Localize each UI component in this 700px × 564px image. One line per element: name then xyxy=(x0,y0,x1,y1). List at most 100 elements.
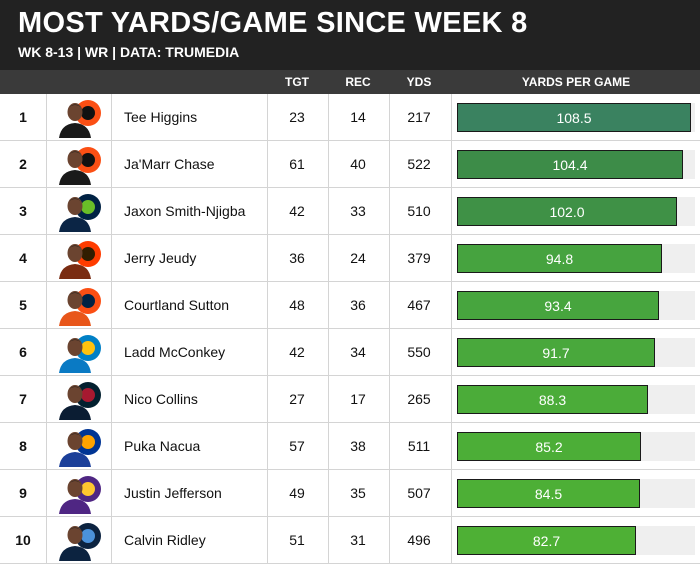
yards-value: 507 xyxy=(407,485,431,501)
column-divider xyxy=(328,94,329,141)
column-divider xyxy=(267,376,268,423)
receptions-value: 35 xyxy=(350,485,366,501)
column-divider xyxy=(451,329,452,376)
column-divider xyxy=(389,94,390,141)
targets-value: 27 xyxy=(289,391,305,407)
player-silhouette-icon xyxy=(59,385,91,420)
player-name: Puka Nacua xyxy=(124,438,201,454)
column-header-rec: REC xyxy=(345,75,371,89)
player-silhouette-icon xyxy=(59,103,91,138)
yards-per-game-label: 82.7 xyxy=(532,533,561,549)
player-silhouette-icon xyxy=(59,479,91,514)
table-row: 5 Courtland Sutton 48 36 467 93.4 xyxy=(0,282,700,329)
yards-per-game-bar: 108.5 xyxy=(457,103,691,132)
column-divider xyxy=(267,235,268,282)
column-divider xyxy=(111,94,112,141)
yards-per-game-bar: 84.5 xyxy=(457,479,640,508)
column-divider xyxy=(451,517,452,564)
player-name: Nico Collins xyxy=(124,391,198,407)
column-divider xyxy=(111,188,112,235)
column-divider xyxy=(389,282,390,329)
rank-number: 5 xyxy=(19,297,27,313)
yards-per-game-bar: 104.4 xyxy=(457,150,683,179)
player-headshot xyxy=(59,382,101,420)
player-headshot xyxy=(59,523,101,561)
column-divider xyxy=(267,282,268,329)
targets-value: 23 xyxy=(289,109,305,125)
column-divider xyxy=(267,470,268,517)
column-divider xyxy=(267,329,268,376)
column-header-bar: TGT REC YDS YARDS PER GAME xyxy=(0,70,700,94)
column-header-tgt: TGT xyxy=(285,75,309,89)
player-silhouette-icon xyxy=(59,197,91,232)
column-divider xyxy=(389,188,390,235)
column-divider xyxy=(389,141,390,188)
column-divider xyxy=(328,188,329,235)
column-divider xyxy=(451,376,452,423)
receptions-value: 40 xyxy=(350,156,366,172)
yards-value: 511 xyxy=(407,438,431,454)
targets-value: 51 xyxy=(289,532,305,548)
receptions-value: 14 xyxy=(350,109,366,125)
player-silhouette-icon xyxy=(59,432,91,467)
column-divider xyxy=(451,94,452,141)
table-row: 8 Puka Nacua 57 38 511 85.2 xyxy=(0,423,700,470)
targets-value: 36 xyxy=(289,250,305,266)
yards-value: 217 xyxy=(407,109,431,125)
vikings-logo-icon xyxy=(75,476,101,502)
rank-number: 2 xyxy=(19,156,27,172)
yards-per-game-label: 108.5 xyxy=(556,110,592,126)
player-silhouette-icon xyxy=(59,291,91,326)
column-divider xyxy=(111,282,112,329)
table-row: 9 Justin Jefferson 49 35 507 84.5 xyxy=(0,470,700,517)
column-divider xyxy=(46,423,47,470)
table-row: 10 Calvin Ridley 51 31 496 82.7 xyxy=(0,517,700,564)
player-silhouette-icon xyxy=(59,150,91,185)
column-header-yards-per-game: YARDS PER GAME xyxy=(521,75,631,89)
yards-per-game-label: 104.4 xyxy=(552,157,588,173)
column-divider xyxy=(389,329,390,376)
column-divider xyxy=(267,188,268,235)
column-divider xyxy=(328,376,329,423)
table-row: 3 Jaxon Smith-Njigba 42 33 510 102.0 xyxy=(0,188,700,235)
rank-number: 7 xyxy=(19,391,27,407)
receptions-value: 38 xyxy=(350,438,366,454)
column-divider xyxy=(111,470,112,517)
player-name: Ja'Marr Chase xyxy=(124,156,215,172)
yards-per-game-label: 88.3 xyxy=(538,392,567,408)
column-divider xyxy=(267,423,268,470)
column-divider xyxy=(328,423,329,470)
rank-number: 8 xyxy=(19,438,27,454)
targets-value: 57 xyxy=(289,438,305,454)
yards-per-game-bar: 102.0 xyxy=(457,197,677,226)
column-divider xyxy=(46,470,47,517)
yards-per-game-label: 93.4 xyxy=(544,298,572,314)
column-divider xyxy=(267,141,268,188)
player-name: Jaxon Smith-Njigba xyxy=(124,203,246,219)
player-headshot xyxy=(59,476,101,514)
column-header-yds: YDS xyxy=(406,75,432,89)
player-name: Jerry Jeudy xyxy=(124,250,197,266)
yards-value: 550 xyxy=(407,344,431,360)
yards-per-game-bar: 94.8 xyxy=(457,244,662,273)
yards-value: 265 xyxy=(407,391,431,407)
table-row: 2 Ja'Marr Chase 61 40 522 104.4 xyxy=(0,141,700,188)
yards-per-game-label: 102.0 xyxy=(549,204,585,220)
yards-per-game-bar: 93.4 xyxy=(457,291,659,320)
receptions-value: 36 xyxy=(350,297,366,313)
yards-per-game-label: 94.8 xyxy=(545,251,574,267)
column-divider xyxy=(389,376,390,423)
rank-number: 3 xyxy=(19,203,27,219)
table-row: 1 Tee Higgins 23 14 217 108.5 xyxy=(0,94,700,141)
bengals-logo-icon xyxy=(75,147,101,173)
bengals-logo-icon xyxy=(75,100,101,126)
table-row: 6 Ladd McConkey 42 34 550 91.7 xyxy=(0,329,700,376)
targets-value: 49 xyxy=(289,485,305,501)
player-headshot xyxy=(59,335,101,373)
column-divider xyxy=(111,329,112,376)
rank-number: 1 xyxy=(19,109,27,125)
column-divider xyxy=(46,94,47,141)
header-banner: MOST YARDS/GAME SINCE WEEK 8 WK 8-13 | W… xyxy=(0,0,700,70)
player-headshot xyxy=(59,288,101,326)
column-divider xyxy=(389,423,390,470)
